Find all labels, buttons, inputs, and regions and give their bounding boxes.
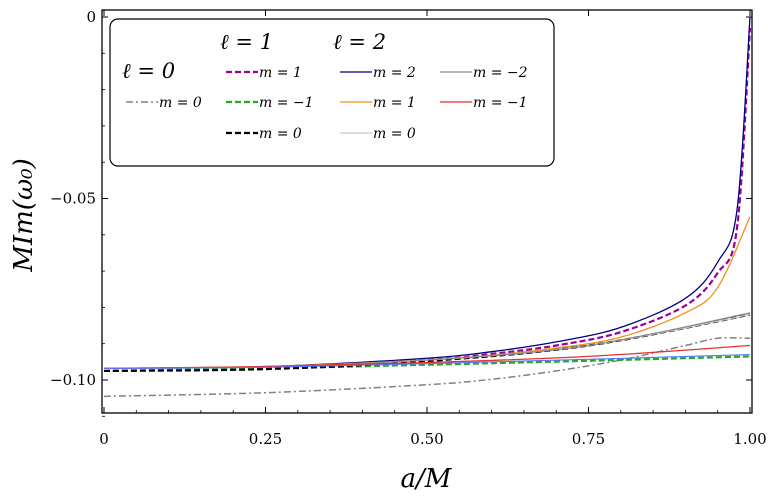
y-axis-label: MIm(ω₀) [9,158,39,272]
series-layer [103,16,752,398]
legend: ℓ = 0 ℓ = 1 ℓ = 2 m = 0 m = 1 m = −1 m = 0 m… [109,18,555,167]
legend-group-l2: ℓ = 2 [333,30,386,54]
x-tick-label: 0.75 [572,430,605,448]
x-tick-label: 0.50 [410,430,443,448]
legend-label-l2-m2: m = 2 [373,65,416,81]
legend-label-l1-m-1: m = −1 [259,95,314,111]
y-tick-label: −0.10 [50,371,96,389]
tick-layer: 0 0.25 0.50 0.75 1.00 0 −0.05 −0.10 [50,8,767,448]
x-axis-label: a/M [401,464,453,494]
x-tick-label: 0 [99,430,109,448]
legend-label-l2-m1: m = 1 [373,95,416,111]
legend-group-l0: ℓ = 0 [122,59,175,83]
x-tick-label: 0.25 [249,430,282,448]
x-tick-label: 1.00 [733,430,766,448]
legend-label-l0-m0: m = 0 [159,95,202,111]
series-line-l2-blue [103,354,751,369]
series-line-l0-m0 [103,336,751,398]
legend-label-l1-m1: m = 1 [259,65,302,81]
legend-label-l1-m0: m = 0 [259,126,302,142]
y-tick-label: 0 [86,8,96,26]
legend-label-l2-m0: m = 0 [373,126,416,142]
series-line-l1-m1 [103,27,752,373]
legend-label-l2-m-1: m = −1 [473,95,528,111]
legend-group-l1: ℓ = 1 [220,30,273,54]
y-tick-label: −0.05 [50,190,96,208]
legend-label-l2-m-2: m = −2 [473,65,528,81]
legend-box [109,18,555,167]
